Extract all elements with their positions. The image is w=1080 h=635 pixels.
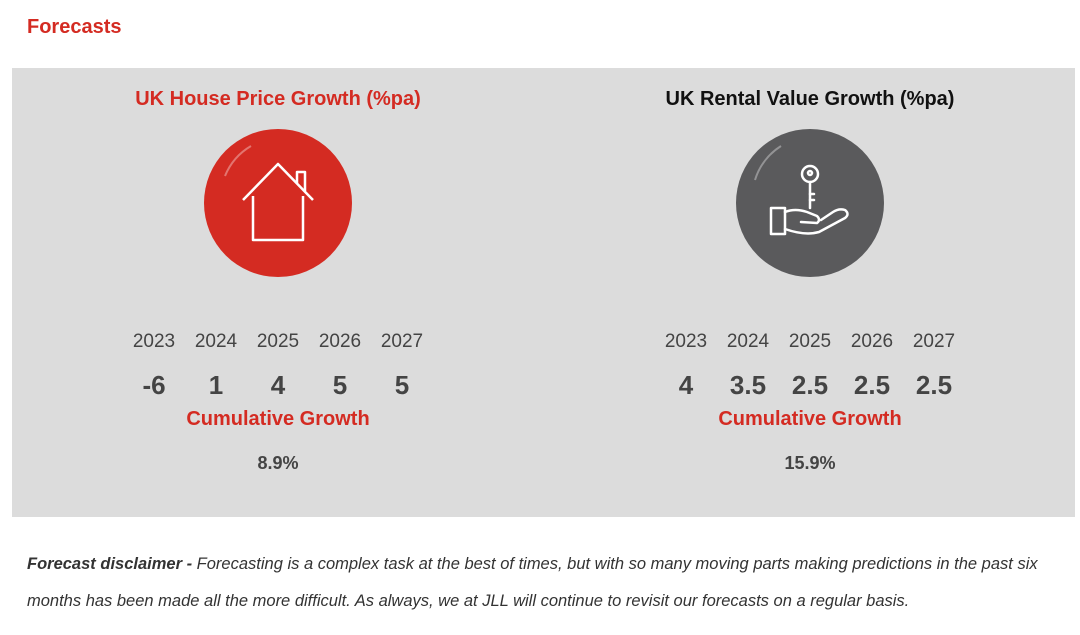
section-title: Forecasts <box>27 16 122 38</box>
forecast-panel: UK House Price Growth (%pa) 2023 -6 2024… <box>12 68 1075 517</box>
growth-value: 2.5 <box>853 370 891 400</box>
hand-key-icon <box>735 128 885 278</box>
growth-value: 1 <box>208 370 224 400</box>
growth-value: -6 <box>142 370 166 400</box>
forecast-disclaimer: Forecast disclaimer - Forecasting is a c… <box>27 546 1067 620</box>
disclaimer-text: Forecasting is a complex task at the bes… <box>27 555 1038 610</box>
year-label: 2026 <box>318 331 362 352</box>
house-cumulative-label: Cumulative Growth <box>186 408 370 430</box>
house-forecast-table: 2023 -6 2024 1 2025 4 2026 5 2027 5 <box>123 330 433 400</box>
year-label: 2023 <box>664 331 708 352</box>
year-label: 2023 <box>132 331 176 352</box>
year-label: 2025 <box>256 331 300 352</box>
growth-value: 5 <box>394 370 410 400</box>
growth-value: 2.5 <box>791 370 829 400</box>
growth-value: 4 <box>270 370 286 400</box>
year-label: 2027 <box>380 331 424 352</box>
growth-value: 4 <box>678 370 694 400</box>
disclaimer-label: Forecast disclaimer - <box>27 555 193 573</box>
year-label: 2024 <box>726 331 770 352</box>
house-cumulative-value: 8.9% <box>257 453 299 473</box>
rental-cumulative-value: 15.9% <box>784 453 836 473</box>
year-label: 2026 <box>850 331 894 352</box>
year-label: 2027 <box>912 331 956 352</box>
year-label: 2025 <box>788 331 832 352</box>
rental-value-card: UK Rental Value Growth (%pa) <box>560 68 1060 517</box>
house-icon <box>203 128 353 278</box>
house-price-title: UK House Price Growth (%pa) <box>135 88 421 110</box>
rental-cumulative-label: Cumulative Growth <box>718 408 902 430</box>
growth-value: 2.5 <box>915 370 953 400</box>
rental-forecast-table: 2023 4 2024 3.5 2025 2.5 2026 2.5 2027 2… <box>655 330 965 400</box>
rental-value-title: UK Rental Value Growth (%pa) <box>665 88 955 110</box>
year-label: 2024 <box>194 331 238 352</box>
growth-value: 5 <box>332 370 348 400</box>
growth-value: 3.5 <box>729 370 767 400</box>
house-price-card: UK House Price Growth (%pa) 2023 -6 2024… <box>28 68 528 517</box>
